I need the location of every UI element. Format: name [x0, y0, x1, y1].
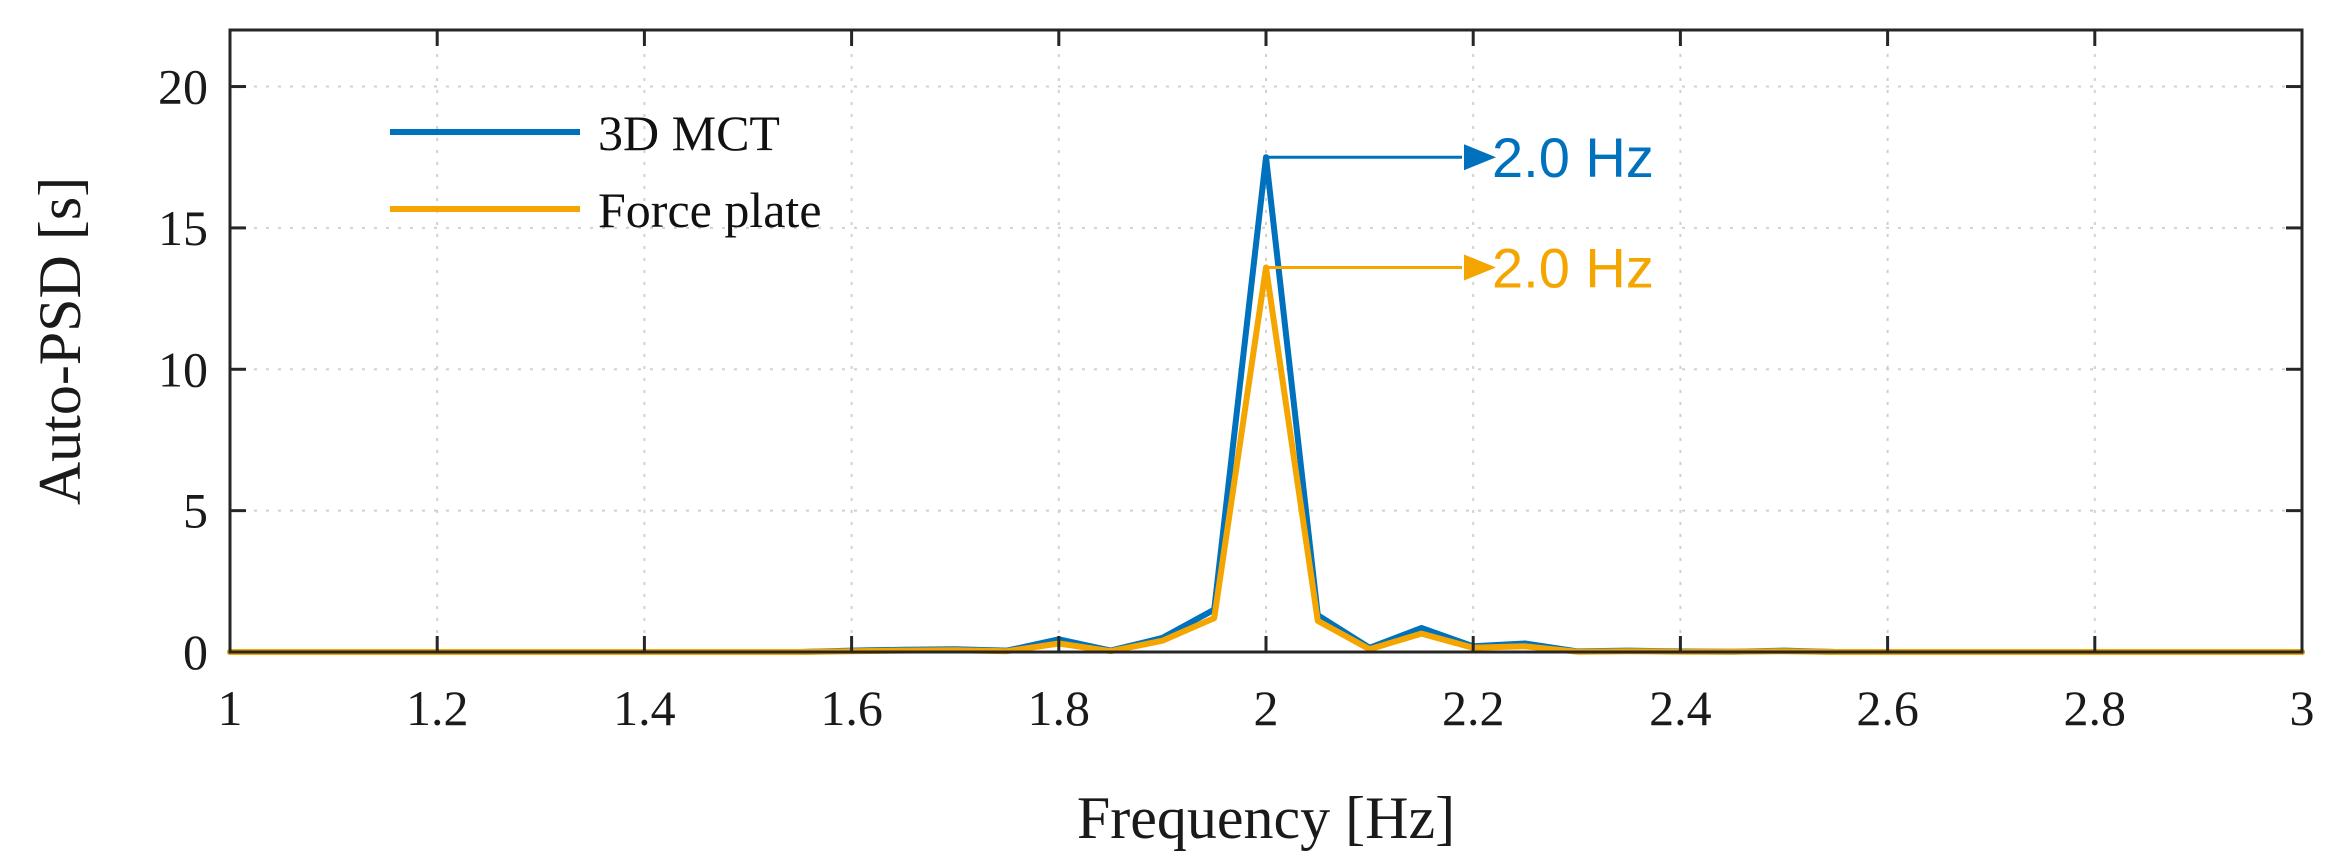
x-tick-label: 1.6: [820, 680, 883, 736]
peak-annotation-label: 2.0 Hz: [1492, 236, 1654, 299]
x-tick-label: 1: [218, 680, 243, 736]
legend-label-force-plate: Force plate: [598, 182, 822, 238]
y-tick-label: 10: [158, 341, 208, 397]
y-tick-label: 15: [158, 200, 208, 256]
x-tick-label: 1.2: [406, 680, 469, 736]
annotations: 2.0 Hz 2.0 Hz: [1266, 126, 1654, 299]
x-tick-label: 1.8: [1028, 680, 1091, 736]
y-axis-title: Auto-PSD [s]: [27, 177, 93, 505]
x-tick-label: 2: [1254, 680, 1279, 736]
peak-arrow-head: [1464, 254, 1496, 281]
legend: 3D MCT Force plate: [390, 105, 822, 238]
peak-arrow-head: [1464, 144, 1496, 171]
x-tick-label: 2.8: [2064, 680, 2127, 736]
x-axis-title: Frequency [Hz]: [1077, 785, 1455, 851]
x-tick-label: 2.6: [1856, 680, 1919, 736]
y-tick-label: 0: [183, 624, 208, 680]
y-tick-label: 5: [183, 483, 208, 539]
x-tick-label: 3: [2290, 680, 2315, 736]
x-tick-label: 2.2: [1442, 680, 1505, 736]
legend-label-3d-mct: 3D MCT: [598, 105, 780, 161]
x-tick-label: 2.4: [1649, 680, 1712, 736]
x-tick-label: 1.4: [613, 680, 676, 736]
grid: [230, 30, 2302, 652]
ticks: 1 1.2 1.4 1.6 1.8 2 2.2 2.4 2.6 2.8 3 0 5 10 15 20: [158, 30, 2315, 736]
y-tick-label: 20: [158, 59, 208, 115]
peak-annotation-label: 2.0 Hz: [1492, 126, 1654, 189]
